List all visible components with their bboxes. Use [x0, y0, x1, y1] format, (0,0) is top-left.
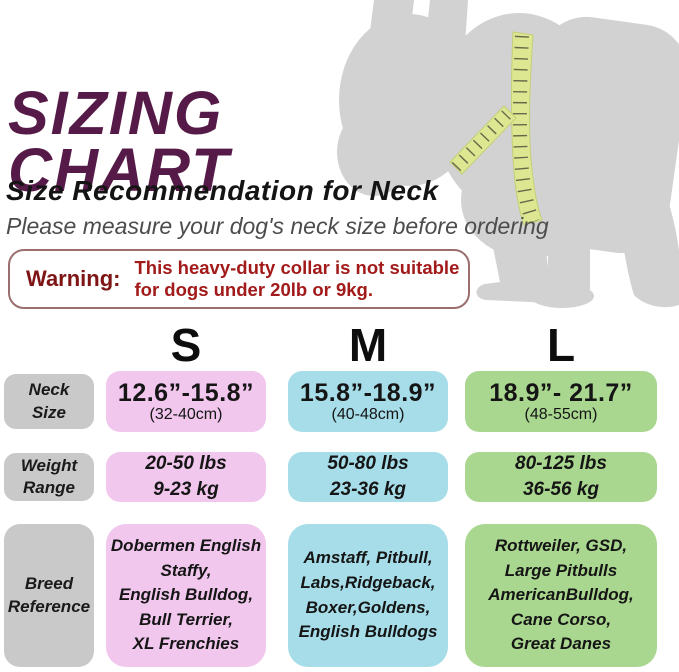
weight-range-cell-l: 80-125 lbs 36-56 kg: [465, 452, 657, 502]
neck-size-inches-l: 18.9”- 21.7”: [489, 378, 633, 407]
breed-list-m: Amstaff, Pitbull, Labs,Ridgeback, Boxer,…: [298, 548, 438, 642]
breed-reference-cell-l: Rottweiler, GSD, Large Pitbulls American…: [465, 524, 657, 667]
weight-range-cell-m: 50-80 lbs 23-36 kg: [288, 452, 448, 502]
page-title: SIZING CHART: [8, 78, 231, 204]
dog-silhouette-with-measuring-tape-graphic: [337, 0, 679, 308]
row-header-neck-size: Neck Size: [4, 374, 94, 429]
weight-range-s: 20-50 lbs 9-23 kg: [145, 453, 227, 500]
breed-list-l: Rottweiler, GSD, Large Pitbulls American…: [488, 535, 634, 654]
column-header-s: S: [170, 319, 202, 371]
neck-size-cell-s: 12.6”-15.8” (32-40cm): [106, 371, 266, 432]
weight-range-m: 50-80 lbs 23-36 kg: [327, 453, 409, 500]
row-header-breed-reference: Breed Reference: [4, 524, 94, 667]
warning-message: This heavy-duty collar is not suitable f…: [134, 256, 460, 300]
neck-size-cm-m: (40-48cm): [331, 405, 405, 423]
row-header-weight-range: Weight Range: [4, 453, 94, 501]
neck-size-inches-m: 15.8”-18.9”: [299, 378, 437, 407]
neck-size-cell-m: 15.8”-18.9” (40-48cm): [288, 371, 448, 432]
measuring-tape-icon: [449, 31, 543, 226]
breed-list-s: Dobermen English Staffy, English Bulldog…: [110, 535, 262, 654]
weight-range-l: 80-125 lbs 36-56 kg: [515, 453, 607, 500]
warning-label: Warning:: [26, 266, 121, 291]
column-header-m: M: [348, 319, 388, 371]
column-header-l: L: [546, 319, 576, 371]
warning-box: Warning: This heavy-duty collar is not s…: [8, 249, 470, 309]
neck-size-cm-s: (32-40cm): [149, 405, 223, 423]
title-line-1: SIZING: [8, 78, 224, 147]
weight-range-cell-s: 20-50 lbs 9-23 kg: [106, 452, 266, 502]
neck-size-inches-s: 12.6”-15.8”: [117, 378, 255, 407]
neck-size-cell-l: 18.9”- 21.7” (48-55cm): [465, 371, 657, 432]
measure-note: Please measure your dog's neck size befo…: [6, 213, 549, 239]
subtitle: Size Recommendation for Neck: [6, 175, 439, 206]
title-line-2: CHART: [8, 135, 231, 204]
breed-reference-cell-s: Dobermen English Staffy, English Bulldog…: [106, 524, 266, 667]
breed-reference-cell-m: Amstaff, Pitbull, Labs,Ridgeback, Boxer,…: [288, 524, 448, 667]
neck-size-cm-l: (48-55cm): [524, 405, 598, 423]
